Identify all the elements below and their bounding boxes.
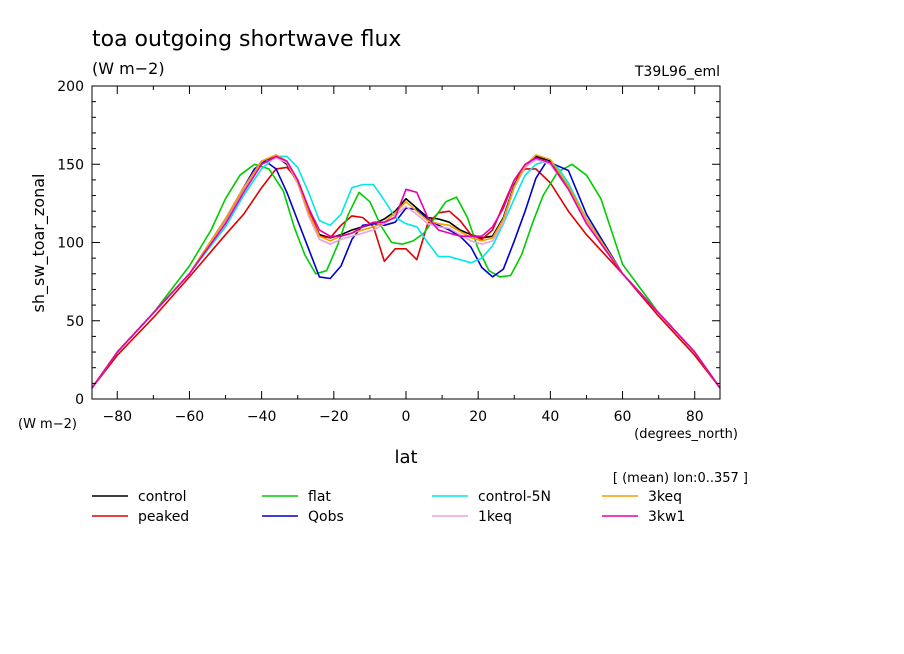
legend-label: 3keq xyxy=(648,489,682,505)
chart-units: (W m−2) xyxy=(92,59,165,78)
y-axis-label: sh_sw_toar_zonal xyxy=(29,174,49,313)
legend-label: control-5N xyxy=(478,489,551,505)
legend-label: Qobs xyxy=(308,509,344,525)
legend-item-1keq: 1keq xyxy=(432,509,512,525)
y-tick-label: 200 xyxy=(57,79,84,95)
series-line-Qobs xyxy=(91,160,721,389)
legend: control peaked flat Qobs control-5N 1keq 3keq 3… xyxy=(92,489,685,525)
series-line-peaked xyxy=(91,166,721,389)
legend-label: control xyxy=(138,489,187,505)
x-tick-label: 40 xyxy=(541,409,559,425)
legend-item-control: control xyxy=(92,489,187,505)
y-tick-label: 100 xyxy=(57,236,84,252)
y-tick-label: 50 xyxy=(66,314,84,330)
legend-label: 3kw1 xyxy=(648,509,685,525)
chart-title: toa outgoing shortwave flux xyxy=(92,27,401,52)
legend-item-3kw1: 3kw1 xyxy=(602,509,685,525)
x-tick-label: −60 xyxy=(175,409,205,425)
x-tick-label: 0 xyxy=(402,409,411,425)
legend-item-flat: flat xyxy=(262,489,331,505)
y-unit-note: (W m−2) xyxy=(18,417,77,432)
x-tick-label: −40 xyxy=(247,409,277,425)
legend-item-peaked: peaked xyxy=(92,509,189,525)
legend-item-3keq: 3keq xyxy=(602,489,682,505)
x-tick-label: 80 xyxy=(686,409,704,425)
legend-item-control-5N: control-5N xyxy=(432,489,551,505)
x-axis-label: lat xyxy=(394,447,417,468)
series-line-3keq xyxy=(91,154,721,389)
axis-ticks: −80 −60 −40 −20 0 20 40 60 80 0 50 100 150 200 xyxy=(57,79,720,425)
legend-item-Qobs: Qobs xyxy=(262,509,344,525)
y-tick-label: 0 xyxy=(75,392,84,408)
series-lines xyxy=(91,154,721,389)
x-tick-label: 60 xyxy=(614,409,632,425)
x-tick-label: 20 xyxy=(469,409,487,425)
y-tick-label: 150 xyxy=(57,157,84,173)
mean-note: [ (mean) lon:0..357 ] xyxy=(613,471,748,486)
series-line-1keq xyxy=(91,157,721,389)
series-line-3kw1 xyxy=(91,155,721,389)
run-label: T39L96_eml xyxy=(634,64,720,80)
legend-label: flat xyxy=(308,489,331,505)
x-unit-note: (degrees_north) xyxy=(634,427,738,442)
x-tick-label: −20 xyxy=(319,409,349,425)
legend-label: 1keq xyxy=(478,509,512,525)
x-tick-label: −80 xyxy=(102,409,132,425)
legend-label: peaked xyxy=(138,509,189,525)
